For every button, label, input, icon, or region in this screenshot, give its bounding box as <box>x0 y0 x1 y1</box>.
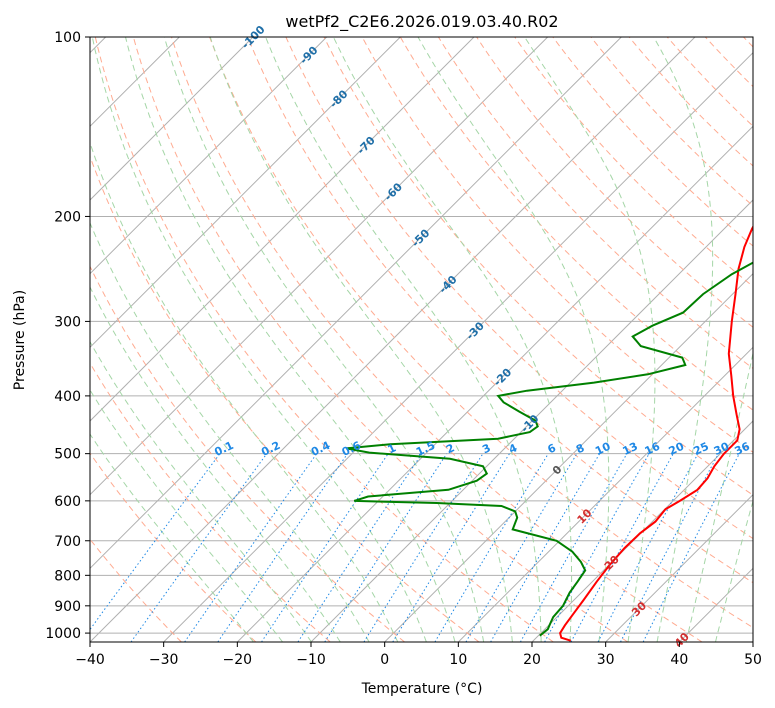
moist-adiabats <box>90 37 753 642</box>
moist-adiabat <box>417 37 610 642</box>
mixing-ratio-line <box>597 453 699 642</box>
dry-adiabat <box>361 37 753 453</box>
sounding-profiles <box>346 224 753 642</box>
isotherm-gridline <box>310 199 753 642</box>
dry-adiabat <box>628 37 753 167</box>
moist-adiabat <box>332 37 573 642</box>
y-tick-label: 800 <box>54 568 81 584</box>
moist-adiabat <box>653 37 714 642</box>
mixing-ratio-label: 36 <box>733 440 753 458</box>
isotherm-gridline <box>90 37 549 496</box>
y-tick-label: 500 <box>54 447 81 463</box>
y-tick-label: 700 <box>54 534 81 550</box>
moist-adiabat <box>163 37 485 642</box>
mixing-ratio-line <box>519 453 628 642</box>
isotherm-gridline <box>236 125 753 642</box>
dry-adiabat <box>90 538 182 642</box>
dry-adiabat <box>247 37 753 584</box>
isotherm-gridline <box>90 37 328 275</box>
isotherm-gridline <box>90 37 622 570</box>
mixing-ratio-line <box>642 453 740 642</box>
moist-adiabat <box>265 37 542 642</box>
moist-adiabat <box>90 340 312 642</box>
dry-adiabat <box>209 37 753 629</box>
x-axis-label: Temperature (°C) <box>361 681 483 697</box>
mixing-ratio-label: 30 <box>712 440 732 458</box>
moist-adiabat <box>524 37 656 642</box>
x-tick-label: 50 <box>744 652 762 668</box>
x-tick-label: 20 <box>523 652 541 668</box>
y-axis-ticks: 100 200 300 400 500 600 700 800 900 1000 <box>45 30 90 642</box>
dry-adiabat <box>171 37 703 642</box>
mixing-ratio-line <box>465 453 578 642</box>
isotherm-gridline <box>90 37 254 201</box>
dry-adiabat <box>437 37 753 370</box>
x-tick-label: 10 <box>449 652 467 668</box>
moist-adiabat <box>90 433 254 642</box>
isotherm-gridline <box>384 272 753 642</box>
moist-adiabat <box>90 221 370 642</box>
y-axis-label: Pressure (hPa) <box>12 290 28 390</box>
dry-adiabat <box>514 37 753 288</box>
dry-adiabat <box>323 37 753 496</box>
dry-adiabats <box>90 37 753 642</box>
mixing-ratio-label: 13 <box>621 440 640 458</box>
x-tick-label: −30 <box>149 652 179 668</box>
isotherm-gridline <box>90 37 475 422</box>
y-tick-label: 900 <box>54 599 81 615</box>
y-tick-label: 200 <box>54 209 81 225</box>
moist-adiabat <box>90 286 341 642</box>
dry-adiabat <box>399 37 753 411</box>
mixing-ratio-label: 10 <box>593 440 613 458</box>
dry-adiabat <box>90 452 257 642</box>
temperature-line <box>559 224 753 642</box>
dry-adiabat <box>132 37 628 642</box>
moist-adiabat <box>685 350 753 642</box>
x-axis-ticks: −40 −30 −20 −10 0 10 20 30 40 50 <box>75 642 762 668</box>
mixing-ratio-line <box>392 453 510 642</box>
x-tick-label: −20 <box>223 652 253 668</box>
y-tick-label: 400 <box>54 389 81 405</box>
dry-adiabat <box>90 155 480 642</box>
isotherm-gridline <box>457 346 753 642</box>
y-tick-label: 100 <box>54 30 81 46</box>
background-lines <box>90 37 753 642</box>
moist-adiabat <box>125 37 456 642</box>
isotherm-gridline <box>90 37 696 642</box>
mixing-ratio-line <box>297 453 423 642</box>
x-tick-label: −10 <box>296 652 326 668</box>
y-tick-label: 300 <box>54 314 81 330</box>
mixing-ratio-line <box>130 453 268 642</box>
dry-adiabat <box>90 265 405 642</box>
mixing-ratio-line <box>434 453 549 642</box>
mixing-ratio-line <box>324 453 448 642</box>
moist-adiabat <box>90 389 283 642</box>
isotherm-gridline <box>605 493 753 642</box>
moist-adiabat <box>209 37 513 642</box>
x-tick-label: −40 <box>75 652 105 668</box>
x-tick-label: 40 <box>670 652 688 668</box>
dry-adiabat <box>285 37 753 540</box>
moist-adiabat <box>91 37 427 642</box>
skewed-isotherm-gridlines <box>90 37 753 642</box>
x-tick-label: 0 <box>380 652 389 668</box>
x-tick-label: 30 <box>597 652 615 668</box>
plot-frame <box>89 36 754 643</box>
y-tick-label: 600 <box>54 494 81 510</box>
isotherm-gridline <box>163 51 753 642</box>
mixing-ratio-label: 16 <box>643 440 663 458</box>
y-tick-label: 1000 <box>45 626 81 642</box>
dewpoint-line <box>346 261 753 637</box>
mixing-ratio-line <box>90 453 221 631</box>
chart-title: wetPf2_C2E6.2026.019.03.40.R02 <box>285 12 558 32</box>
mixing-ratio-label: 20 <box>667 440 687 458</box>
mixing-ratio-line <box>261 453 389 642</box>
mixing-ratio-line <box>490 453 601 642</box>
moist-adiabat <box>715 499 753 642</box>
dry-adiabat <box>94 37 554 642</box>
isotherm-gridline <box>90 37 401 349</box>
mixing-ratio-label: 25 <box>691 440 710 458</box>
